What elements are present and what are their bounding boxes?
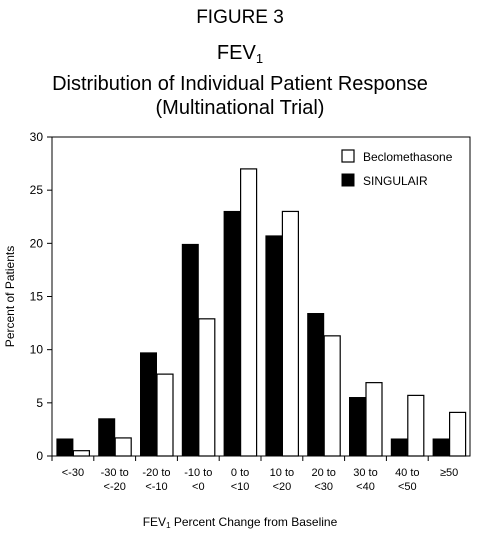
x-axis-label-subscript: 1 — [166, 521, 171, 530]
x-axis-label-main: FEV — [142, 515, 167, 529]
bar-beclomethasone — [198, 318, 216, 457]
x-tick-label: <0 — [192, 481, 205, 493]
x-tick-label: -30 to — [101, 467, 129, 479]
y-axis-label: Percent of Patients — [3, 246, 17, 347]
x-tick-label: <20 — [273, 481, 292, 493]
legend-swatch-beclomethasone — [341, 149, 355, 163]
y-tick-label: 30 — [30, 130, 44, 144]
x-tick-label: -20 to — [142, 467, 170, 479]
legend-label-beclomethasone: Beclomethasone — [363, 150, 453, 164]
bar-singulair — [223, 210, 241, 457]
chart-subtitle-line1: Distribution of Individual Patient Respo… — [52, 73, 428, 95]
x-tick-label: -10 to — [184, 467, 212, 479]
bar-singulair — [265, 235, 283, 457]
x-tick-label: 10 to — [270, 467, 294, 479]
bar-beclomethasone — [323, 335, 341, 457]
bar-singulair — [181, 243, 199, 457]
legend-swatch-singulair — [341, 173, 355, 187]
bar-beclomethasone — [449, 411, 467, 457]
x-tick-label: ≥50 — [440, 467, 458, 479]
x-tick-label: <40 — [356, 481, 375, 493]
bar-beclomethasone — [407, 394, 425, 457]
chart-title-main: FEV — [216, 42, 256, 64]
x-tick-label: 40 to — [395, 467, 419, 479]
chart-title: FEV1 — [0, 40, 480, 72]
x-axis-label: FEV1 Percent Change from Baseline — [0, 515, 480, 530]
chart-subtitle-line2: (Multinational Trial) — [155, 97, 325, 119]
x-tick-label: 0 to — [231, 467, 249, 479]
x-tick-label: 30 to — [353, 467, 377, 479]
bar-singulair — [140, 352, 157, 457]
legend-label-singulair: SINGULAIR — [363, 174, 428, 188]
bar-beclomethasone — [240, 168, 258, 457]
x-tick-label: <30 — [314, 481, 333, 493]
bar-beclomethasone — [156, 373, 174, 457]
bar-beclomethasone — [281, 210, 299, 457]
chart-title-subscript: 1 — [255, 51, 264, 66]
bar-singulair — [390, 438, 408, 457]
y-tick-label: 5 — [36, 396, 43, 410]
x-tick-label: <10 — [231, 481, 250, 493]
x-tick-label: <-20 — [104, 481, 126, 493]
bar-beclomethasone — [72, 450, 91, 457]
bar-singulair — [307, 313, 325, 457]
bar-singulair — [98, 418, 116, 457]
x-tick-label: <50 — [398, 481, 417, 493]
title-block: FIGURE 3 FEV1 Distribution of Individual… — [0, 4, 480, 120]
bar-singulair — [349, 397, 366, 457]
bar-beclomethasone — [114, 437, 132, 457]
bar-beclomethasone — [365, 382, 383, 457]
figure-label: FIGURE 3 — [196, 7, 284, 28]
y-tick-label: 15 — [30, 290, 44, 304]
y-tick-label: 10 — [30, 343, 44, 357]
x-tick-label: <-30 — [62, 467, 84, 479]
x-axis-label-rest: Percent Change from Baseline — [170, 515, 338, 529]
y-tick-label: 20 — [30, 236, 44, 250]
y-tick-label: 25 — [30, 183, 44, 197]
y-tick-label: 0 — [36, 449, 43, 463]
x-tick-label: 20 to — [311, 467, 335, 479]
bar-singulair — [432, 438, 450, 457]
bar-singulair — [56, 438, 74, 457]
x-tick-label: <-10 — [145, 481, 167, 493]
